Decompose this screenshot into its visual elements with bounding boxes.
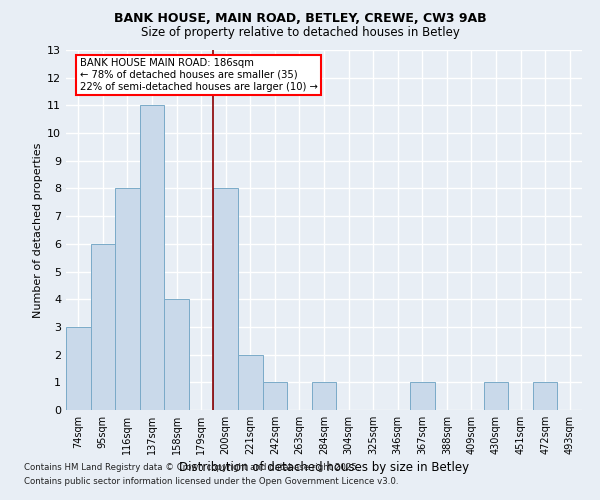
Bar xyxy=(263,382,287,410)
Bar xyxy=(533,382,557,410)
Text: Contains public sector information licensed under the Open Government Licence v3: Contains public sector information licen… xyxy=(24,477,398,486)
Y-axis label: Number of detached properties: Number of detached properties xyxy=(33,142,43,318)
Bar xyxy=(312,382,336,410)
Bar xyxy=(91,244,115,410)
Bar xyxy=(164,299,189,410)
Bar xyxy=(214,188,238,410)
Bar xyxy=(66,327,91,410)
Bar xyxy=(115,188,140,410)
X-axis label: Distribution of detached houses by size in Betley: Distribution of detached houses by size … xyxy=(179,461,469,474)
Text: Size of property relative to detached houses in Betley: Size of property relative to detached ho… xyxy=(140,26,460,39)
Bar xyxy=(410,382,434,410)
Text: BANK HOUSE, MAIN ROAD, BETLEY, CREWE, CW3 9AB: BANK HOUSE, MAIN ROAD, BETLEY, CREWE, CW… xyxy=(113,12,487,26)
Bar xyxy=(484,382,508,410)
Bar xyxy=(238,354,263,410)
Text: BANK HOUSE MAIN ROAD: 186sqm
← 78% of detached houses are smaller (35)
22% of se: BANK HOUSE MAIN ROAD: 186sqm ← 78% of de… xyxy=(80,58,317,92)
Bar xyxy=(140,106,164,410)
Text: Contains HM Land Registry data © Crown copyright and database right 2025.: Contains HM Land Registry data © Crown c… xyxy=(24,464,359,472)
